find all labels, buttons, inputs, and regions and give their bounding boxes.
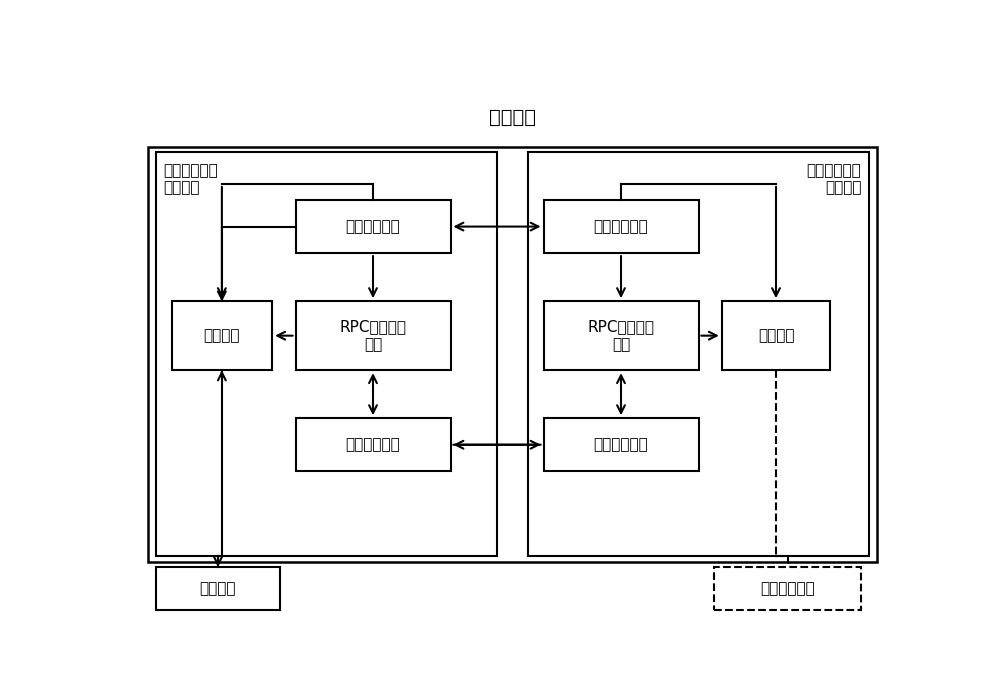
- Text: 数据同步模块: 数据同步模块: [346, 437, 400, 452]
- Text: 分立功能单元
（从侧）: 分立功能单元 （从侧）: [806, 163, 861, 195]
- Text: 数据同步模块: 数据同步模块: [594, 437, 648, 452]
- Text: 备份管理平台: 备份管理平台: [760, 581, 815, 596]
- Bar: [296, 418, 450, 471]
- Bar: [528, 152, 869, 556]
- Bar: [296, 200, 450, 253]
- Bar: [544, 418, 698, 471]
- Text: 主从识别模块: 主从识别模块: [346, 219, 400, 234]
- Text: RPC方法同步
模块: RPC方法同步 模块: [588, 319, 654, 352]
- Bar: [172, 301, 272, 370]
- Text: RPC方法同步
模块: RPC方法同步 模块: [340, 319, 406, 352]
- Bar: [148, 146, 877, 562]
- Text: 融合终端: 融合终端: [489, 108, 536, 127]
- Text: 网管模块: 网管模块: [204, 328, 240, 343]
- Bar: [714, 567, 861, 609]
- Bar: [544, 200, 698, 253]
- Bar: [156, 152, 497, 556]
- Text: 网管模块: 网管模块: [758, 328, 794, 343]
- Bar: [722, 301, 830, 370]
- Text: 管理平台: 管理平台: [200, 581, 236, 596]
- Text: 分立功能单元
（主侧）: 分立功能单元 （主侧）: [164, 163, 218, 195]
- Bar: [156, 567, 280, 609]
- Bar: [296, 301, 450, 370]
- Text: 主从识别模块: 主从识别模块: [594, 219, 648, 234]
- Bar: [544, 301, 698, 370]
